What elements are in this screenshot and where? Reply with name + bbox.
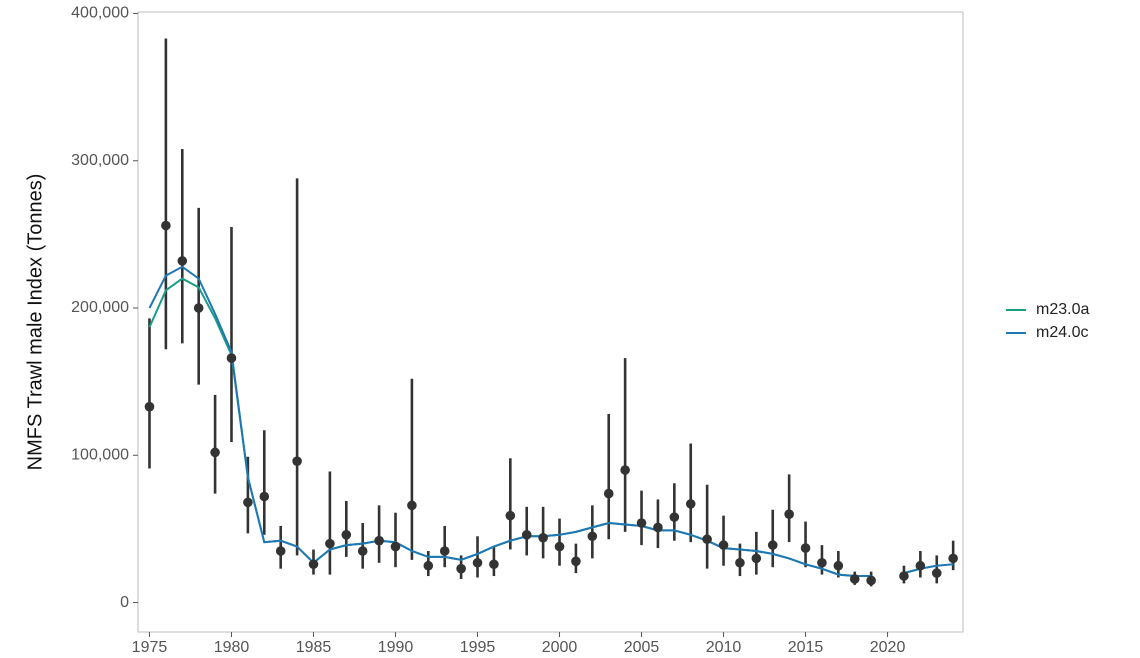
observed-point — [751, 553, 762, 564]
observed-point — [702, 534, 712, 545]
x-tick-label: 2020 — [870, 639, 906, 656]
y-tick-label: 400,000 — [71, 5, 129, 22]
observed-point — [275, 546, 286, 556]
x-tick-label: 2000 — [542, 639, 578, 656]
observed-point — [538, 532, 548, 543]
observed-point — [833, 560, 844, 571]
observed-point — [456, 563, 466, 574]
observed-point — [849, 574, 860, 584]
observed-point — [407, 500, 417, 511]
y-tick-label: 100,000 — [71, 446, 129, 463]
observed-point — [636, 518, 647, 528]
observed-point — [554, 541, 565, 552]
observed-point — [620, 465, 630, 475]
model-line — [148, 265, 954, 577]
observed-point — [899, 571, 909, 581]
observed-point — [341, 530, 352, 540]
observed-point — [308, 559, 319, 570]
y-tick-label: 200,000 — [71, 299, 129, 316]
observed-point — [210, 447, 220, 458]
x-tick-label: 1990 — [378, 639, 414, 656]
observed-point — [735, 557, 745, 568]
x-tick-label: 1995 — [460, 639, 496, 656]
y-tick-label: 0 — [120, 594, 129, 611]
observed-point — [439, 546, 450, 556]
x-tick-label: 1985 — [296, 639, 332, 656]
x-tick-label: 1980 — [214, 639, 250, 656]
legend-label: m23.0a — [1036, 301, 1089, 318]
observed-point — [226, 353, 237, 363]
observed-point — [357, 546, 368, 556]
observed-point — [472, 557, 483, 568]
observed-point — [784, 509, 794, 519]
x-tick-label: 1975 — [132, 639, 168, 656]
x-tick-label: 2005 — [624, 639, 660, 656]
observed-point — [948, 553, 958, 564]
observed-point — [603, 488, 614, 499]
observed-point — [292, 456, 302, 466]
observed-point — [800, 543, 811, 553]
observed-point — [685, 499, 696, 509]
observed-point — [915, 560, 926, 571]
x-tick-label: 2010 — [706, 639, 742, 656]
observed-point — [866, 575, 876, 586]
observed-point — [669, 512, 680, 522]
observed-point — [505, 510, 516, 521]
observed-point — [931, 568, 942, 578]
observed-point — [161, 220, 171, 231]
observed-point — [144, 401, 155, 412]
observed-point — [653, 522, 663, 533]
y-tick-label: 300,000 — [71, 152, 129, 169]
observed-point — [390, 541, 401, 552]
observed-point — [767, 540, 778, 550]
observed-point — [374, 535, 384, 546]
x-tick-label: 2015 — [788, 639, 824, 656]
observed-point — [817, 557, 827, 568]
observed-point — [423, 560, 434, 571]
observed-point — [489, 559, 499, 570]
observed-point — [571, 556, 581, 567]
observed-point — [259, 491, 270, 502]
observed-point — [177, 256, 188, 266]
plot-panel — [137, 11, 964, 633]
observed-point — [243, 497, 253, 508]
legend-label: m24.0c — [1036, 324, 1088, 341]
observed-point — [193, 303, 204, 313]
observed-point — [587, 531, 598, 542]
observed-point — [325, 538, 335, 549]
y-axis-title: NMFS Trawl male Index (Tonnes) — [24, 174, 46, 471]
observed-point — [521, 530, 532, 540]
observed-point — [718, 540, 729, 550]
